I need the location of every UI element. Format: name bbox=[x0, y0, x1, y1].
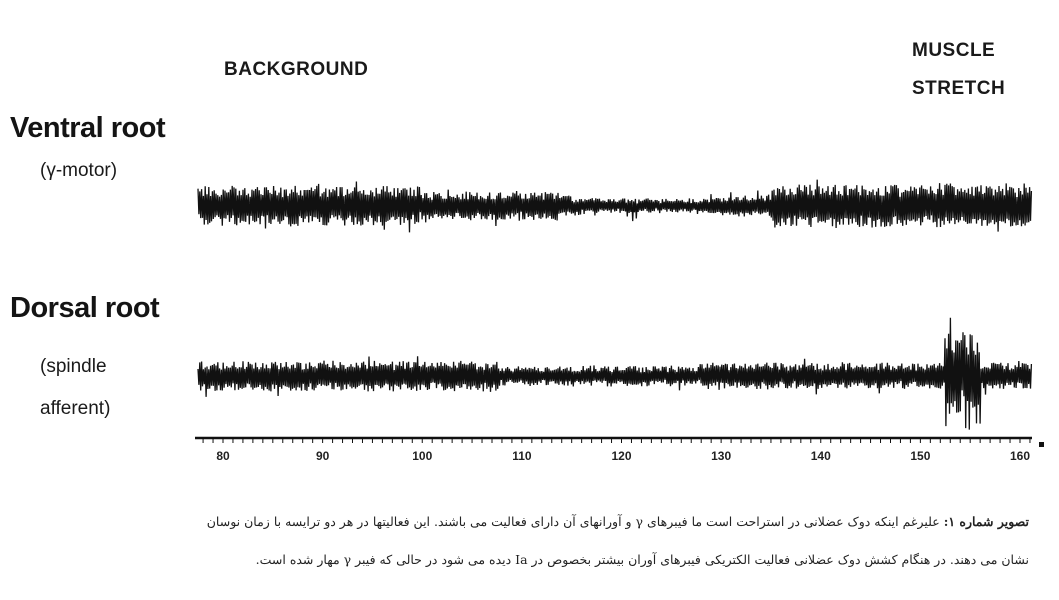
x-tick-label: 160 bbox=[1010, 449, 1030, 463]
ventral-root-subtitle: (γ-motor) bbox=[40, 160, 118, 181]
figure-caption: تصویر شماره ۱: علیرغم اینکه دوک عضلانی د… bbox=[19, 512, 1029, 570]
time-axis: 80 90 100 110 120 130 140 150 160 bbox=[195, 436, 1044, 463]
axis-end-marker bbox=[1039, 442, 1044, 447]
x-tick-label: 110 bbox=[512, 449, 532, 463]
x-tick-label: 130 bbox=[711, 449, 731, 463]
ventral-root-trace bbox=[197, 179, 1033, 233]
x-tick-label: 140 bbox=[811, 449, 831, 463]
dorsal-root-title: Dorsal root bbox=[10, 292, 160, 324]
dorsal-root-trace bbox=[197, 317, 1033, 430]
x-tick-label: 80 bbox=[216, 449, 230, 463]
background-header: BACKGROUND bbox=[224, 59, 369, 80]
ventral-root-title: Ventral root bbox=[10, 112, 166, 144]
caption-line-1: تصویر شماره ۱: علیرغم اینکه دوک عضلانی د… bbox=[19, 512, 1029, 532]
muscle-stretch-header-line1: MUSCLE bbox=[912, 40, 996, 61]
caption-text-1: علیرغم اینکه دوک عضلانی در استراحت است م… bbox=[206, 514, 940, 529]
x-tick-label: 100 bbox=[412, 449, 432, 463]
muscle-stretch-header-line2: STRETCH bbox=[912, 78, 1006, 99]
x-tick-label: 150 bbox=[910, 449, 930, 463]
x-tick-label: 90 bbox=[316, 449, 330, 463]
caption-label: تصویر شماره ۱: bbox=[943, 514, 1029, 529]
caption-line-2: نشان می دهند. در هنگام کشش دوک عضلانی فع… bbox=[255, 552, 1029, 567]
dorsal-root-subtitle-line1: (spindle bbox=[40, 356, 107, 377]
dorsal-root-subtitle-line2: afferent) bbox=[40, 398, 111, 419]
x-tick-label: 120 bbox=[611, 449, 631, 463]
